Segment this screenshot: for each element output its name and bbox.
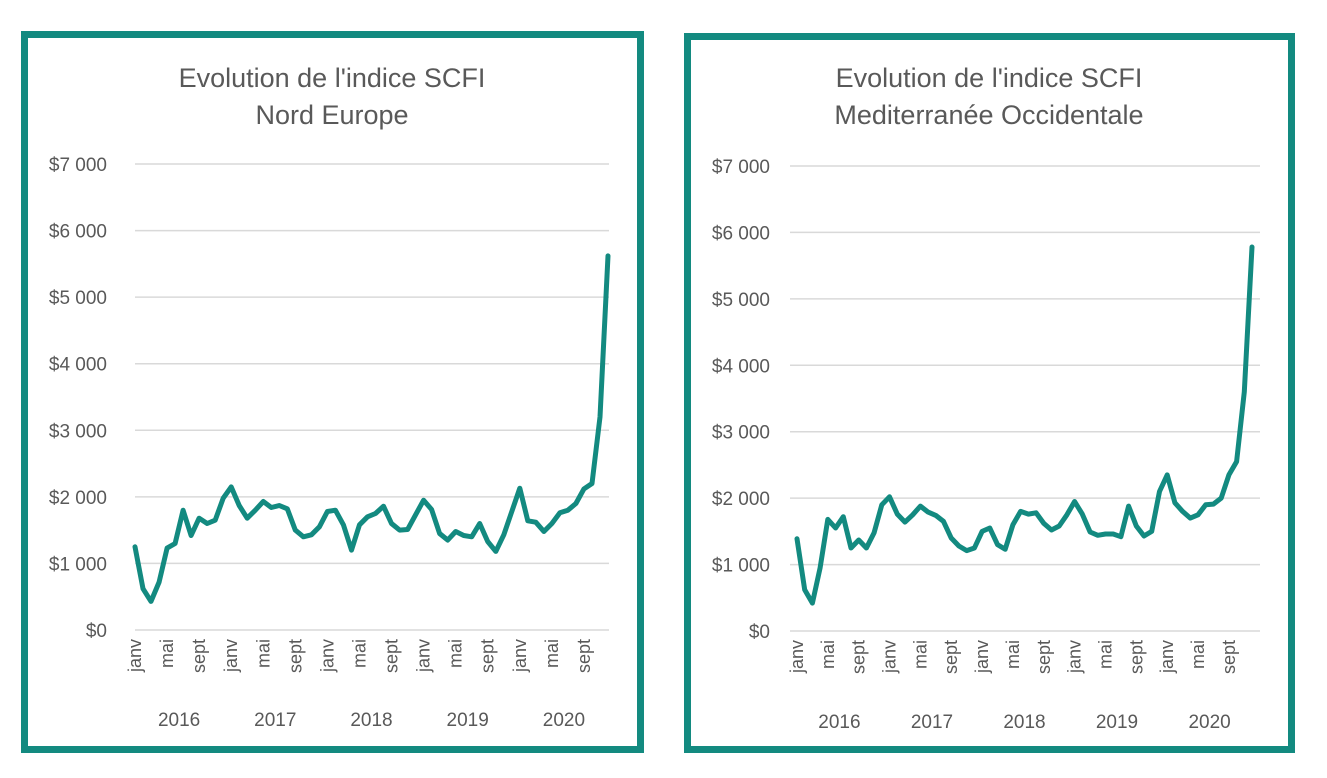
y-tick-label: $2 000 [712,489,770,510]
x-tick-label: janv [1065,640,1085,674]
x-tick-label: janv [125,639,145,673]
y-tick-label: $4 000 [49,355,107,376]
chart-title-line-2: Mediterranée Occidentale [834,100,1143,130]
y-tick-label: $2 000 [49,488,107,509]
year-label: 2020 [1188,712,1230,733]
line-chart-mediterranee: Evolution de l'indice SCFI Mediterranée O… [712,63,1260,733]
y-tick-label: $0 [749,622,770,643]
y-tick-label: $3 000 [712,423,770,444]
year-label: 2018 [350,710,392,731]
chart-panel-nord-europe: Evolution de l'indice SCFI Nord Europe $0 $… [21,31,644,753]
x-tick-label: janv [787,640,807,674]
y-tick-label: $5 000 [712,290,770,311]
series-line [132,253,611,604]
x-tick-label: sept [1126,640,1146,674]
x-tick-label: mai [910,640,930,669]
x-tick-label: sept [849,640,869,674]
x-tick-label: sept [382,639,402,673]
y-tick-label: $3 000 [49,421,107,442]
x-tick-label: janv [880,640,900,674]
chart-title-line-1: Evolution de l'indice SCFI [836,63,1143,93]
chart-title-line-2: Nord Europe [255,100,408,130]
x-tick-label: mai [157,639,177,668]
x-tick-label: mai [446,639,466,668]
x-tick-label: sept [189,639,209,673]
x-tick-label: janv [972,640,992,674]
x-tick-label: mai [253,639,273,668]
x-tick-label: janv [510,639,530,673]
y-tick-label: $4 000 [712,356,770,377]
y-tick-label: $1 000 [712,556,770,577]
year-label: 2017 [254,710,296,731]
y-tick-label: $7 000 [712,157,770,178]
chart-title-line-1: Evolution de l'indice SCFI [179,63,486,93]
x-tick-label: janv [221,639,241,673]
x-tick-label: sept [478,639,498,673]
x-tick-label: sept [941,640,961,674]
line-chart-nord-europe: Evolution de l'indice SCFI Nord Europe $0 $… [49,63,611,731]
x-tick-label: janv [414,639,434,673]
x-tick-label: sept [1219,640,1239,674]
y-tick-label: $1 000 [49,554,107,575]
year-label: 2018 [1003,712,1045,733]
y-tick-label: $0 [86,621,107,642]
x-tick-label: mai [1096,640,1116,669]
y-tick-label: $6 000 [49,222,107,243]
x-tick-label: janv [317,639,337,673]
x-tick-label: mai [1003,640,1023,669]
x-tick-label: mai [542,639,562,668]
y-tick-label: $7 000 [49,155,107,176]
chart-panel-mediterranee: Evolution de l'indice SCFI Mediterranée O… [684,33,1295,753]
y-tick-label: $5 000 [49,288,107,309]
x-tick-label: sept [285,639,305,673]
year-label: 2016 [158,710,200,731]
x-tick-label: mai [818,640,838,669]
series-line [794,244,1255,606]
x-tick-label: mai [350,639,370,668]
year-label: 2020 [543,710,585,731]
year-label: 2017 [911,712,953,733]
year-label: 2016 [818,712,860,733]
x-tick-label: sept [1034,640,1054,674]
year-label: 2019 [1096,712,1138,733]
x-tick-label: janv [1157,640,1177,674]
y-tick-label: $6 000 [712,223,770,244]
x-tick-label: mai [1188,640,1208,669]
x-tick-label: sept [574,639,594,673]
year-label: 2019 [447,710,489,731]
